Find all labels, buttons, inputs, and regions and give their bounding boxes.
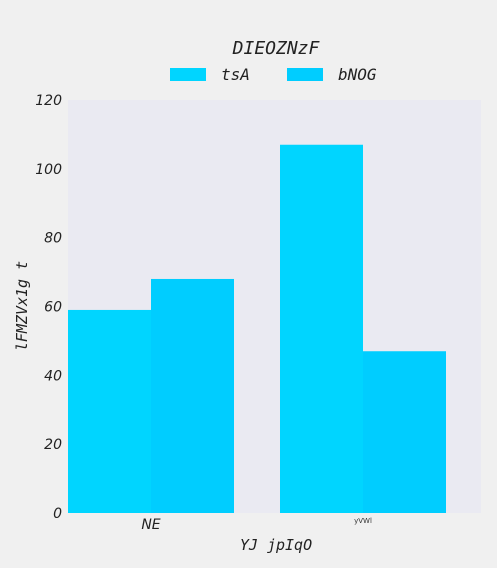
y-tick-label-80: 80 <box>44 231 62 247</box>
x-tick-label-NE: NE <box>141 517 160 533</box>
legend-label-bNOG: bNOG <box>338 65 377 84</box>
y-tick-label-20: 20 <box>44 437 62 453</box>
chart-title: DIEOZNzF <box>232 38 321 59</box>
y-axis-label: lFMZVx1g t <box>13 261 31 351</box>
y-tick-label-100: 100 <box>35 162 62 178</box>
y-tick-label-60: 60 <box>44 300 62 316</box>
x-ticks: NE yVWl <box>141 517 372 533</box>
legend-swatch-tsA <box>170 68 206 81</box>
y-tick-label-120: 120 <box>35 93 62 109</box>
legend-swatch-bNOG <box>287 68 323 81</box>
bars <box>68 144 446 513</box>
legend: tsA bNOG <box>170 65 377 84</box>
y-tick-label-40: 40 <box>44 368 62 384</box>
x-tick-label-yVWl: yVWl <box>354 517 372 525</box>
y-tick-label-0: 0 <box>53 506 62 522</box>
bar-bNOG-yVWl <box>363 351 446 513</box>
bar-tsA-yVWl <box>280 144 363 513</box>
bar-tsA-NE <box>68 309 151 513</box>
y-ticks: 0 20 40 60 80 100 120 <box>35 93 62 522</box>
legend-label-tsA: tsA <box>221 65 250 84</box>
x-axis-label: YJ jpIqO <box>240 536 312 554</box>
bar-bNOG-NE <box>151 278 234 513</box>
